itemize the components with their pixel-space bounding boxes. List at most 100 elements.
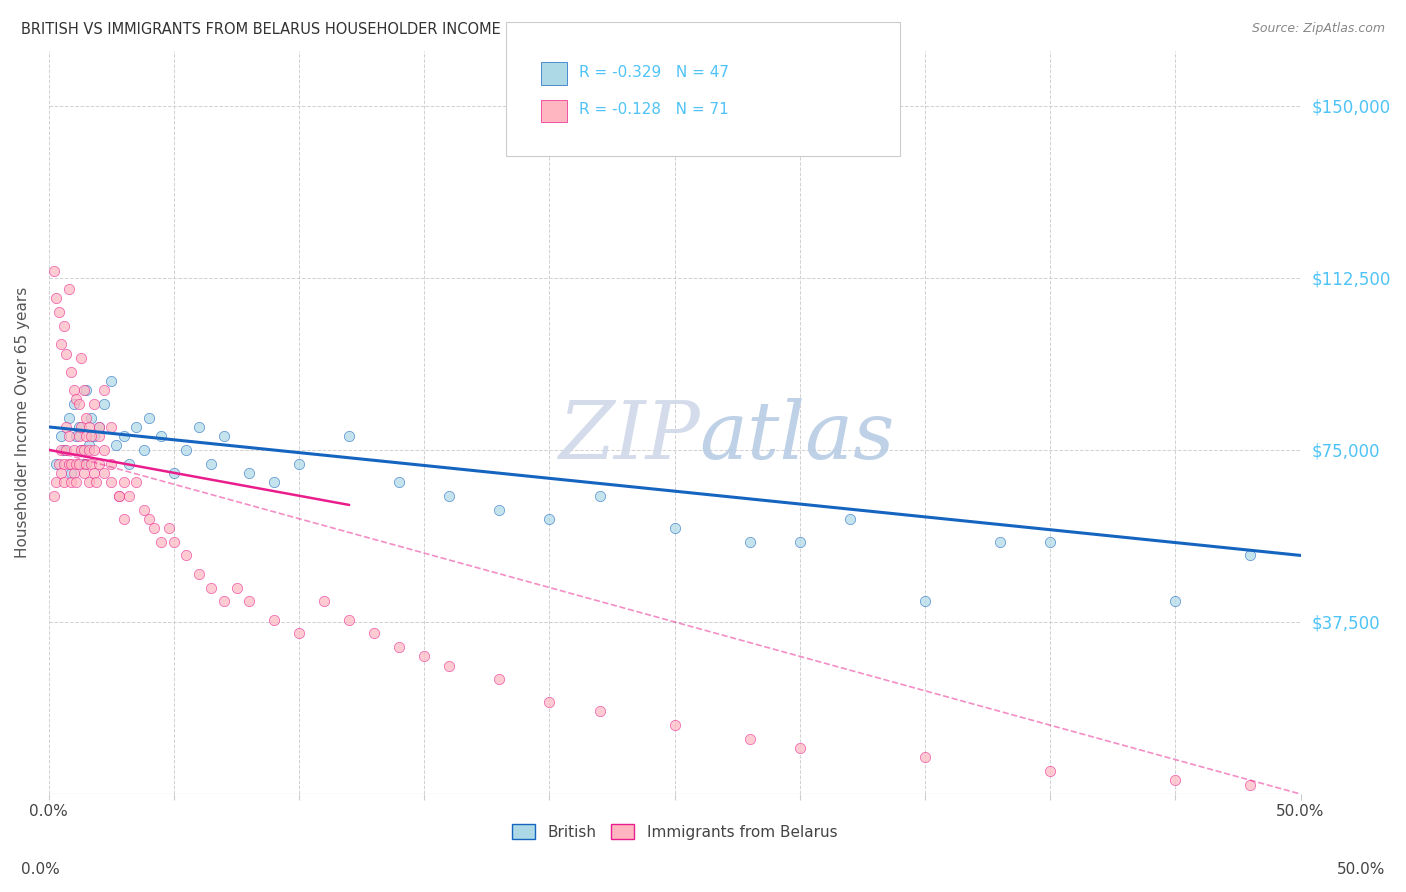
Point <box>73 442 96 457</box>
Point <box>163 534 186 549</box>
Text: 0.0%: 0.0% <box>21 863 60 877</box>
Point <box>138 410 160 425</box>
Point <box>212 429 235 443</box>
Point <box>388 475 411 489</box>
Point <box>70 442 93 457</box>
Point <box>789 534 811 549</box>
Point <box>914 750 936 764</box>
Point <box>112 429 135 443</box>
Point <box>55 420 77 434</box>
Point <box>93 442 115 457</box>
Point <box>363 626 385 640</box>
Point <box>132 502 155 516</box>
Point <box>263 475 285 489</box>
Point <box>118 489 141 503</box>
Point <box>142 521 165 535</box>
Point <box>58 282 80 296</box>
Point <box>60 365 83 379</box>
Point <box>112 475 135 489</box>
Point <box>125 475 148 489</box>
Point <box>439 489 461 503</box>
Point <box>1039 534 1062 549</box>
Point <box>52 457 75 471</box>
Point <box>200 581 222 595</box>
Point <box>538 695 561 709</box>
Point <box>150 534 173 549</box>
Point <box>1164 773 1187 788</box>
Point <box>58 457 80 471</box>
Point <box>70 420 93 434</box>
Point <box>52 442 75 457</box>
Point <box>60 475 83 489</box>
Point <box>51 442 73 457</box>
Text: BRITISH VS IMMIGRANTS FROM BELARUS HOUSEHOLDER INCOME OVER 65 YEARS CORRELATION : BRITISH VS IMMIGRANTS FROM BELARUS HOUSE… <box>21 22 785 37</box>
Point <box>112 512 135 526</box>
Text: 50.0%: 50.0% <box>1337 863 1385 877</box>
Point <box>288 626 311 640</box>
Point <box>75 410 97 425</box>
Point <box>157 521 180 535</box>
Point <box>73 383 96 397</box>
Point <box>87 420 110 434</box>
Point <box>65 392 87 407</box>
Point <box>62 442 84 457</box>
Point <box>238 466 260 480</box>
Point <box>288 457 311 471</box>
Point <box>75 383 97 397</box>
Point <box>62 383 84 397</box>
Point <box>118 457 141 471</box>
Point <box>45 292 67 306</box>
Point <box>100 420 122 434</box>
Point <box>58 429 80 443</box>
Point <box>132 442 155 457</box>
Point <box>125 420 148 434</box>
Point <box>60 457 83 471</box>
Point <box>52 318 75 333</box>
Point <box>188 420 211 434</box>
Point <box>77 438 100 452</box>
Point <box>188 566 211 581</box>
Point <box>48 305 70 319</box>
Point <box>413 649 436 664</box>
Point <box>67 420 90 434</box>
Point <box>73 457 96 471</box>
Point <box>588 489 610 503</box>
Text: ZIP: ZIP <box>558 399 700 476</box>
Point <box>538 512 561 526</box>
Point <box>86 475 108 489</box>
Point <box>55 442 77 457</box>
Point <box>51 466 73 480</box>
Text: R = -0.128   N = 71: R = -0.128 N = 71 <box>579 103 730 117</box>
Text: atlas: atlas <box>700 399 896 476</box>
Point <box>51 429 73 443</box>
Point <box>108 489 131 503</box>
Point <box>93 383 115 397</box>
Point <box>87 457 110 471</box>
Point <box>77 420 100 434</box>
Point <box>55 346 77 360</box>
Point <box>225 581 247 595</box>
Point <box>337 613 360 627</box>
Point <box>738 534 761 549</box>
Point <box>176 442 198 457</box>
Point <box>62 397 84 411</box>
Point <box>83 466 105 480</box>
Point <box>87 429 110 443</box>
Point <box>150 429 173 443</box>
Point <box>337 429 360 443</box>
Point <box>83 429 105 443</box>
Point <box>67 397 90 411</box>
Point <box>48 457 70 471</box>
Point <box>60 466 83 480</box>
Point <box>62 466 84 480</box>
Point <box>70 351 93 365</box>
Point <box>914 594 936 608</box>
Point <box>100 457 122 471</box>
Point <box>75 429 97 443</box>
Point <box>439 658 461 673</box>
Point <box>65 457 87 471</box>
Point <box>51 337 73 351</box>
Point <box>838 512 860 526</box>
Text: Source: ZipAtlas.com: Source: ZipAtlas.com <box>1251 22 1385 36</box>
Point <box>45 475 67 489</box>
